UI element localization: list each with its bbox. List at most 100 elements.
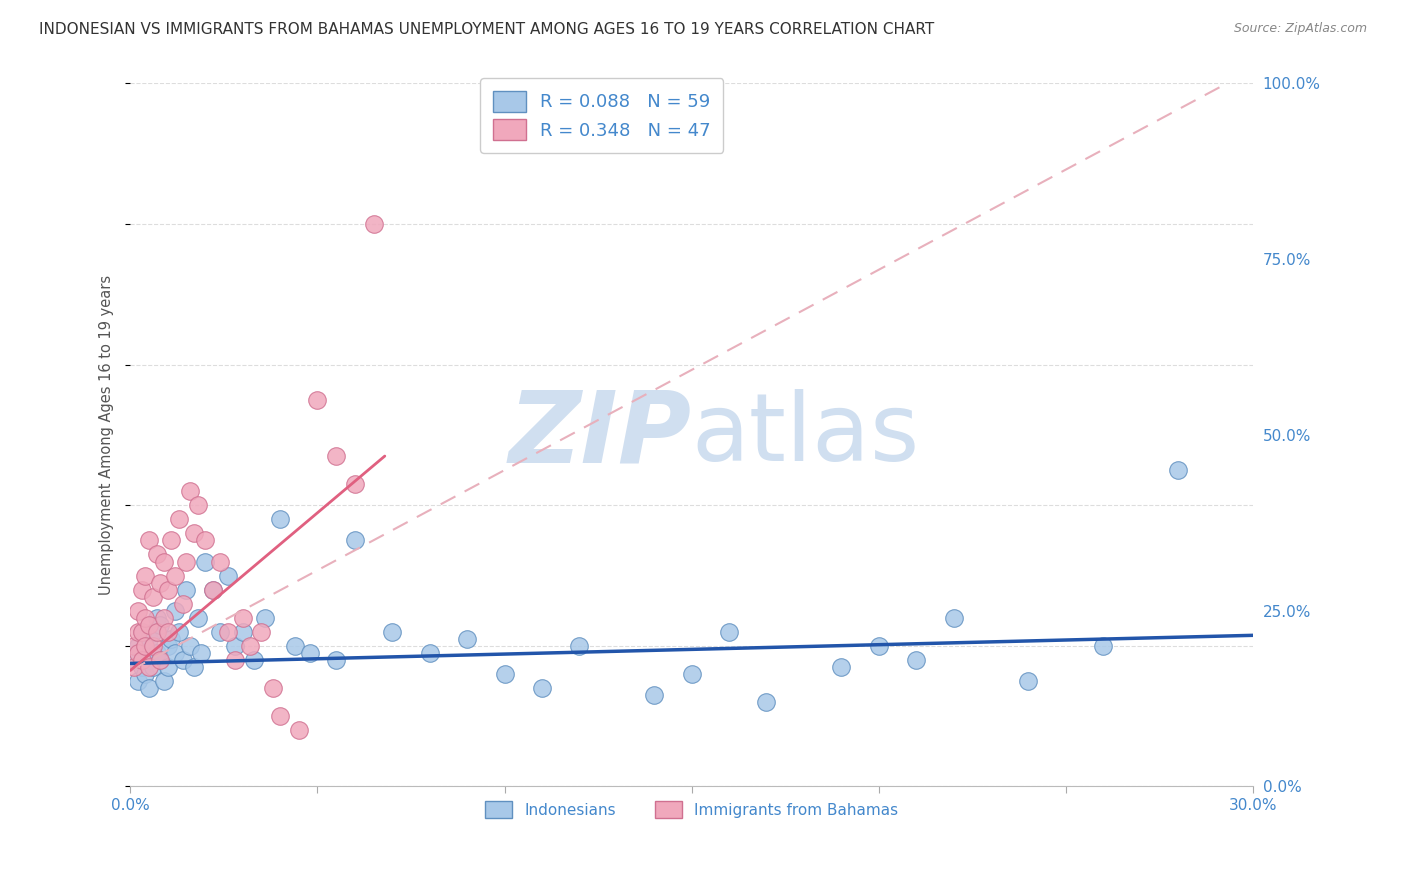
Point	[167, 624, 190, 639]
Point	[643, 688, 665, 702]
Point	[165, 646, 187, 660]
Point	[122, 639, 145, 653]
Point	[287, 723, 309, 738]
Point	[122, 653, 145, 667]
Point	[325, 653, 347, 667]
Point	[224, 639, 246, 653]
Point	[250, 624, 273, 639]
Point	[145, 611, 167, 625]
Point	[232, 624, 254, 639]
Point	[149, 575, 172, 590]
Point	[183, 526, 205, 541]
Text: INDONESIAN VS IMMIGRANTS FROM BAHAMAS UNEMPLOYMENT AMONG AGES 16 TO 19 YEARS COR: INDONESIAN VS IMMIGRANTS FROM BAHAMAS UN…	[39, 22, 935, 37]
Point	[153, 673, 176, 688]
Point	[179, 484, 201, 499]
Point	[134, 568, 156, 582]
Point	[122, 660, 145, 674]
Point	[224, 653, 246, 667]
Text: ZIP: ZIP	[509, 386, 692, 483]
Point	[142, 624, 165, 639]
Point	[269, 512, 291, 526]
Point	[131, 582, 153, 597]
Point	[127, 646, 149, 660]
Point	[209, 554, 232, 568]
Point	[201, 582, 224, 597]
Point	[232, 611, 254, 625]
Point	[1167, 463, 1189, 477]
Y-axis label: Unemployment Among Ages 16 to 19 years: Unemployment Among Ages 16 to 19 years	[100, 275, 114, 595]
Point	[142, 590, 165, 604]
Point	[131, 653, 153, 667]
Point	[142, 639, 165, 653]
Point	[298, 646, 321, 660]
Point	[127, 624, 149, 639]
Point	[145, 548, 167, 562]
Point	[209, 624, 232, 639]
Point	[131, 624, 153, 639]
Point	[167, 512, 190, 526]
Point	[243, 653, 266, 667]
Point	[134, 639, 156, 653]
Point	[149, 653, 172, 667]
Point	[138, 533, 160, 548]
Point	[325, 449, 347, 463]
Point	[165, 604, 187, 618]
Point	[172, 653, 194, 667]
Point	[138, 681, 160, 695]
Point	[363, 217, 385, 231]
Point	[145, 624, 167, 639]
Point	[138, 632, 160, 646]
Point	[153, 554, 176, 568]
Point	[176, 582, 198, 597]
Point	[187, 498, 209, 512]
Point	[868, 639, 890, 653]
Point	[681, 667, 703, 681]
Legend: Indonesians, Immigrants from Bahamas: Indonesians, Immigrants from Bahamas	[479, 795, 904, 824]
Point	[254, 611, 277, 625]
Point	[183, 660, 205, 674]
Point	[156, 624, 179, 639]
Point	[176, 554, 198, 568]
Point	[568, 639, 591, 653]
Point	[134, 611, 156, 625]
Point	[149, 653, 172, 667]
Point	[127, 639, 149, 653]
Point	[145, 646, 167, 660]
Point	[156, 582, 179, 597]
Point	[160, 533, 183, 548]
Point	[239, 639, 262, 653]
Point	[138, 653, 160, 667]
Point	[156, 639, 179, 653]
Point	[134, 639, 156, 653]
Point	[127, 604, 149, 618]
Point	[138, 617, 160, 632]
Point	[718, 624, 741, 639]
Point	[127, 673, 149, 688]
Text: atlas: atlas	[692, 389, 920, 481]
Point	[179, 639, 201, 653]
Point	[190, 646, 212, 660]
Point	[138, 660, 160, 674]
Point	[156, 660, 179, 674]
Point	[217, 624, 239, 639]
Point	[160, 632, 183, 646]
Point	[131, 660, 153, 674]
Point	[1092, 639, 1115, 653]
Point	[307, 392, 329, 407]
Point	[131, 624, 153, 639]
Point	[153, 611, 176, 625]
Point	[381, 624, 404, 639]
Point	[343, 533, 366, 548]
Point	[456, 632, 478, 646]
Point	[755, 695, 778, 709]
Point	[217, 568, 239, 582]
Point	[194, 554, 217, 568]
Point	[1017, 673, 1039, 688]
Point	[165, 568, 187, 582]
Point	[343, 477, 366, 491]
Point	[142, 660, 165, 674]
Point	[942, 611, 965, 625]
Point	[494, 667, 516, 681]
Point	[269, 709, 291, 723]
Point	[194, 533, 217, 548]
